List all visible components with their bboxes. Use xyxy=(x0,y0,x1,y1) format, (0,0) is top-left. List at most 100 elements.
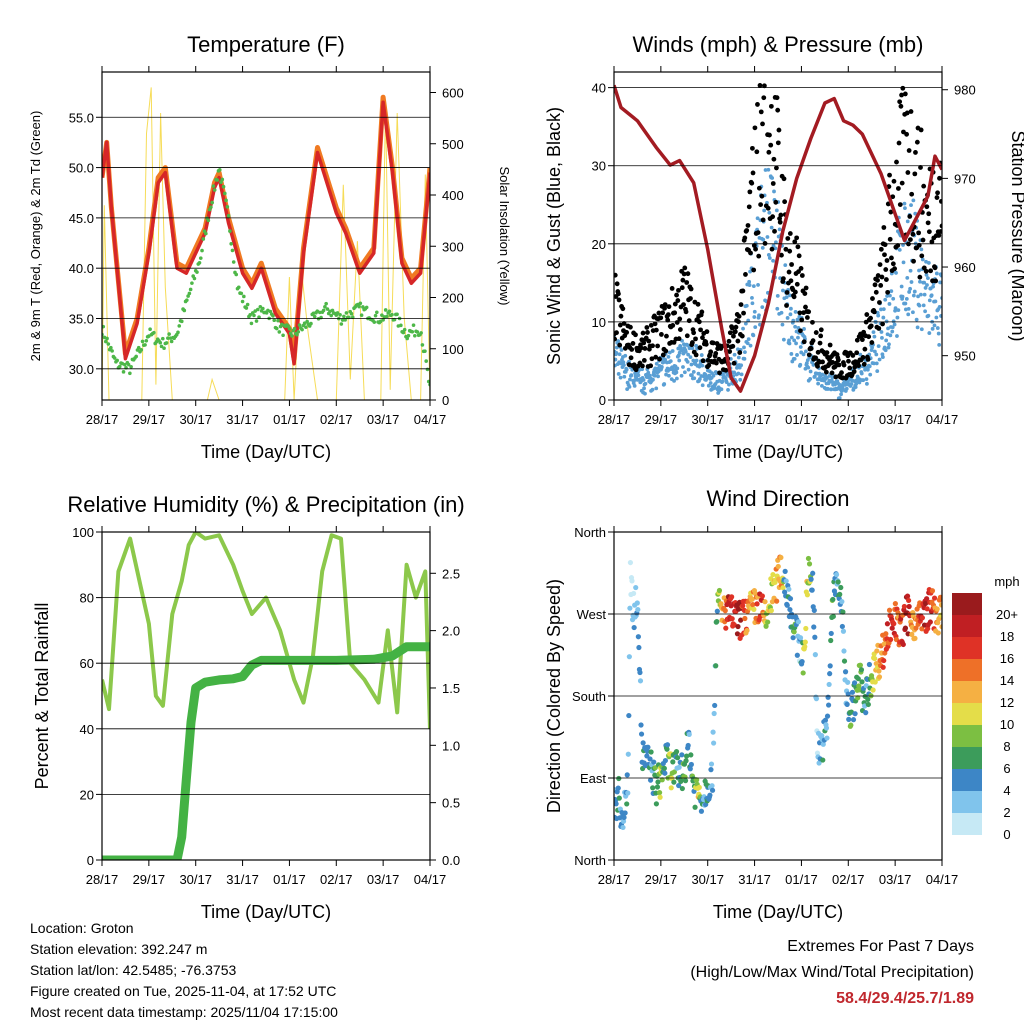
sonic-wind-point xyxy=(618,375,623,380)
wind-direction-point xyxy=(787,596,794,602)
dewpoint-point xyxy=(201,237,206,241)
wind-direction-point xyxy=(822,717,829,723)
dewpoint-point xyxy=(395,312,399,317)
humidity-xtick-label: 02/17 xyxy=(320,872,353,887)
gust-point xyxy=(910,231,916,237)
sonic-wind-point xyxy=(849,382,854,386)
sonic-wind-point xyxy=(886,326,890,331)
wind-direction-point xyxy=(841,658,848,664)
dewpoint-point xyxy=(126,362,131,367)
dewpoint-point xyxy=(292,326,297,331)
sonic-wind-point xyxy=(750,301,755,306)
temperature-xtick-label: 02/17 xyxy=(320,412,353,427)
dewpoint-point xyxy=(254,319,259,323)
sonic-wind-point xyxy=(746,337,751,341)
gust-point xyxy=(909,191,915,197)
wind-direction-point xyxy=(909,631,915,637)
gust-point xyxy=(749,180,755,186)
dewpoint-point xyxy=(252,313,256,318)
wind-direction-point xyxy=(838,584,844,591)
wind-direction-point xyxy=(795,619,802,625)
sonic-wind-point xyxy=(874,352,879,357)
wind-direction-point xyxy=(833,572,840,578)
wind-direction-xtick-label: 30/17 xyxy=(691,872,724,887)
sonic-wind-point xyxy=(908,286,912,291)
gust-point xyxy=(924,204,930,210)
sonic-wind-point xyxy=(897,247,902,252)
wind-direction-point xyxy=(805,555,812,562)
gust-point xyxy=(750,145,755,151)
dewpoint-point xyxy=(300,327,304,332)
sonic-wind-point xyxy=(692,376,697,381)
sonic-wind-point xyxy=(792,338,797,343)
wind-direction-xtick-label: 01/17 xyxy=(785,872,818,887)
gust-point xyxy=(746,204,752,210)
gust-point xyxy=(897,99,903,105)
gust-point xyxy=(928,268,934,274)
sonic-wind-point xyxy=(681,365,685,369)
gust-point xyxy=(823,369,829,375)
wind-direction-point xyxy=(775,563,781,570)
speed-legend-label: 14 xyxy=(1000,673,1014,688)
gust-point xyxy=(791,294,797,300)
temperature-ytick-label: 30.0 xyxy=(69,362,94,377)
dewpoint-point xyxy=(106,342,111,346)
wind-direction-point xyxy=(750,602,756,608)
gust-point xyxy=(887,172,892,178)
wind-direction-point xyxy=(688,761,694,768)
sonic-wind-point xyxy=(739,363,744,368)
sonic-wind-point xyxy=(641,378,646,382)
temperature-ytick-label: 55.0 xyxy=(69,110,94,125)
dewpoint-point xyxy=(258,305,263,309)
dewpoint-point xyxy=(162,346,166,351)
dewpoint-point xyxy=(272,318,277,323)
sonic-wind-point xyxy=(935,326,940,330)
speed-legend-label: 12 xyxy=(1000,695,1014,710)
sonic-wind-point xyxy=(787,338,791,343)
winds-xtick-label: 02/17 xyxy=(832,412,865,427)
wind-direction-point xyxy=(852,711,858,717)
sonic-wind-point xyxy=(868,372,873,377)
gust-point xyxy=(732,329,738,335)
wind-direction-point xyxy=(640,740,646,746)
dewpoint-point xyxy=(406,333,411,338)
dewpoint-point xyxy=(210,200,214,205)
wind-direction-point xyxy=(882,650,888,656)
wind-direction-point xyxy=(934,606,940,612)
wind-direction-point xyxy=(924,596,930,602)
gust-point xyxy=(614,336,618,342)
gust-point xyxy=(875,273,881,278)
gust-point xyxy=(797,310,803,316)
dewpoint-point xyxy=(240,299,245,304)
sonic-wind-point xyxy=(674,370,679,375)
temperature-ytick-label: 35.0 xyxy=(69,312,94,327)
wind-direction-point xyxy=(791,629,797,635)
gust-point xyxy=(695,301,701,307)
speed-legend-swatch xyxy=(952,791,982,813)
sonic-wind-point xyxy=(654,361,659,366)
dewpoint-point xyxy=(140,339,145,344)
wind-direction-point xyxy=(713,663,719,669)
wind-direction-ytick-label: South xyxy=(572,689,606,704)
humidity-ytick-label: 40 xyxy=(80,722,94,737)
sonic-wind-point xyxy=(820,372,825,377)
wind-direction-point xyxy=(633,584,639,591)
wind-direction-point xyxy=(744,627,750,634)
sonic-wind-point xyxy=(700,363,705,368)
sonic-wind-point xyxy=(924,272,929,277)
dewpoint-point xyxy=(324,301,328,306)
gust-point xyxy=(672,301,678,307)
gust-point xyxy=(784,290,790,295)
gust-point xyxy=(736,313,742,319)
gust-point xyxy=(757,82,763,88)
dewpoint-point xyxy=(426,379,430,384)
gust-point xyxy=(738,302,744,308)
gust-point xyxy=(824,350,830,356)
gust-point xyxy=(778,212,784,218)
dewpoint-point xyxy=(230,248,235,253)
sonic-wind-point xyxy=(707,373,712,378)
sonic-wind-point xyxy=(926,276,930,281)
sonic-wind-point xyxy=(654,386,659,391)
gust-point xyxy=(795,244,801,250)
temperature-ytick-label: 45.0 xyxy=(69,211,94,226)
